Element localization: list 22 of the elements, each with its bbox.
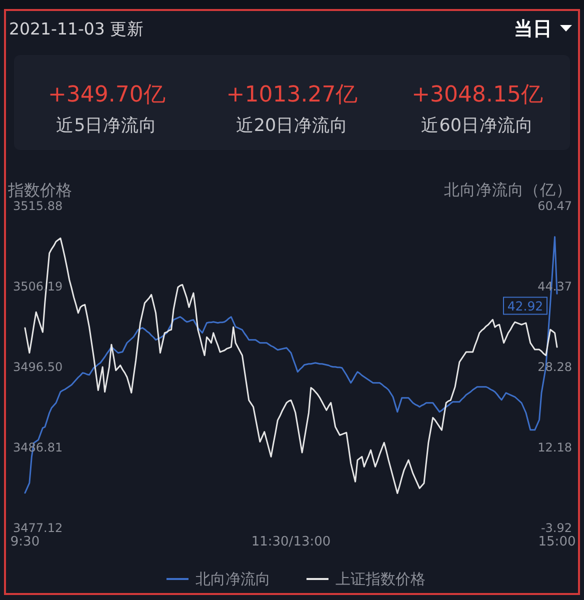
text: 近5日净流向 [56,115,158,136]
text: +349.70亿 [48,82,166,108]
y-axis-title: 指数价格 [7,180,72,200]
text: 近60日净流向 [421,115,534,136]
y-tick-label: 3515.88 [13,199,63,213]
legend-label: 上证指数价格 [336,570,426,588]
legend-label: 北向净流向 [196,570,270,588]
y2-tick-label: -3.92 [540,521,572,535]
y-tick-label: 3496.50 [13,360,63,374]
text: 近20日净流向 [236,115,348,136]
chart-title: 2021-11-03 更新 [9,20,144,38]
text: 当日 [514,18,552,40]
text: +1013.27亿 [226,82,358,108]
y2-tick-label: 60.47 [538,199,572,213]
x-tick-label: 9:30 [10,534,40,550]
text: +3048.15亿 [412,82,544,108]
x-tick-label: 11:30/13:00 [251,534,331,550]
data-label: 42.92 [507,298,544,314]
y-tick-label: 3477.12 [13,521,63,535]
y2-axis-title: 北向净流向（亿） [444,181,572,199]
y2-tick-label: 12.18 [538,440,572,454]
x-tick-label: 15:00 [538,534,576,550]
